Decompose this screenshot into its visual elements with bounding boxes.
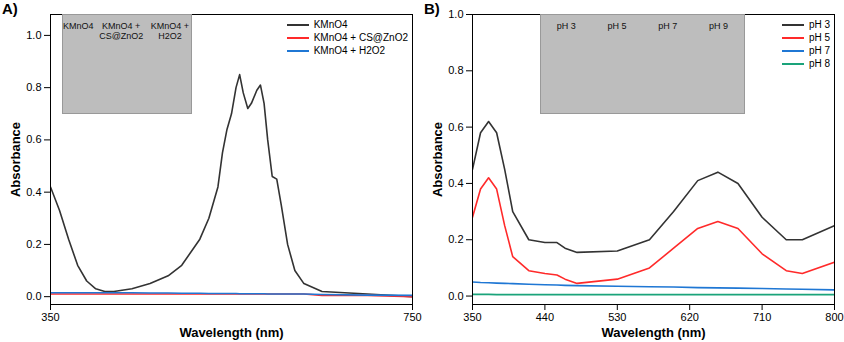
svg-text:530: 530: [608, 311, 626, 323]
html-text:pH 7: pH 7: [808, 45, 830, 56]
svg-text:Wavelength (nm): Wavelength (nm): [179, 325, 283, 340]
svg-text:0.4: 0.4: [448, 177, 463, 189]
html-text:pH 5: pH 5: [607, 21, 627, 31]
svg-text:Absorbance: Absorbance: [430, 122, 445, 197]
svg-text:0.0: 0.0: [448, 290, 463, 302]
html-text:KMnO4 + H2O2: KMnO4 + H2O2: [150, 21, 190, 41]
svg-text:0.8: 0.8: [448, 64, 463, 76]
svg-text:440: 440: [536, 311, 554, 323]
svg-text:1.0: 1.0: [448, 8, 463, 20]
svg-text:750: 750: [403, 311, 421, 323]
html-text:KMnO4 + H2O2: KMnO4 + H2O2: [313, 45, 386, 56]
html-text:pH 3: pH 3: [556, 21, 576, 31]
html-text:KMnO4 + CS@ZnO2: KMnO4 + CS@ZnO2: [313, 32, 408, 43]
svg-text:0.6: 0.6: [26, 133, 41, 145]
svg-text:Absorbance: Absorbance: [8, 122, 23, 197]
html-text:KMnO4: KMnO4: [63, 21, 94, 31]
svg-text:350: 350: [463, 311, 481, 323]
svg-text:350: 350: [41, 311, 59, 323]
svg-text:800: 800: [825, 311, 843, 323]
html-text:pH 3: pH 3: [808, 19, 830, 30]
html-text:pH 7: pH 7: [658, 21, 678, 31]
html-text:B): B): [424, 0, 440, 17]
svg-text:0.2: 0.2: [26, 238, 41, 250]
svg-text:620: 620: [681, 311, 699, 323]
svg-text:0.0: 0.0: [26, 290, 41, 302]
svg-text:0.4: 0.4: [26, 186, 41, 198]
svg-text:1.0: 1.0: [26, 29, 41, 41]
html-text:pH 5: pH 5: [808, 32, 830, 43]
svg-text:710: 710: [753, 311, 771, 323]
html-text:pH 9: pH 9: [709, 21, 729, 31]
html-text:A): A): [2, 0, 18, 17]
html-text:pH 8: pH 8: [808, 58, 830, 69]
svg-text:Wavelength (nm): Wavelength (nm): [601, 325, 705, 340]
svg-text:0.6: 0.6: [448, 121, 463, 133]
html-text:KMnO4 + CS@ZnO2: KMnO4 + CS@ZnO2: [99, 21, 144, 41]
html-text:KMnO4: KMnO4: [313, 19, 348, 30]
svg-text:0.2: 0.2: [448, 233, 463, 245]
svg-text:0.8: 0.8: [26, 81, 41, 93]
